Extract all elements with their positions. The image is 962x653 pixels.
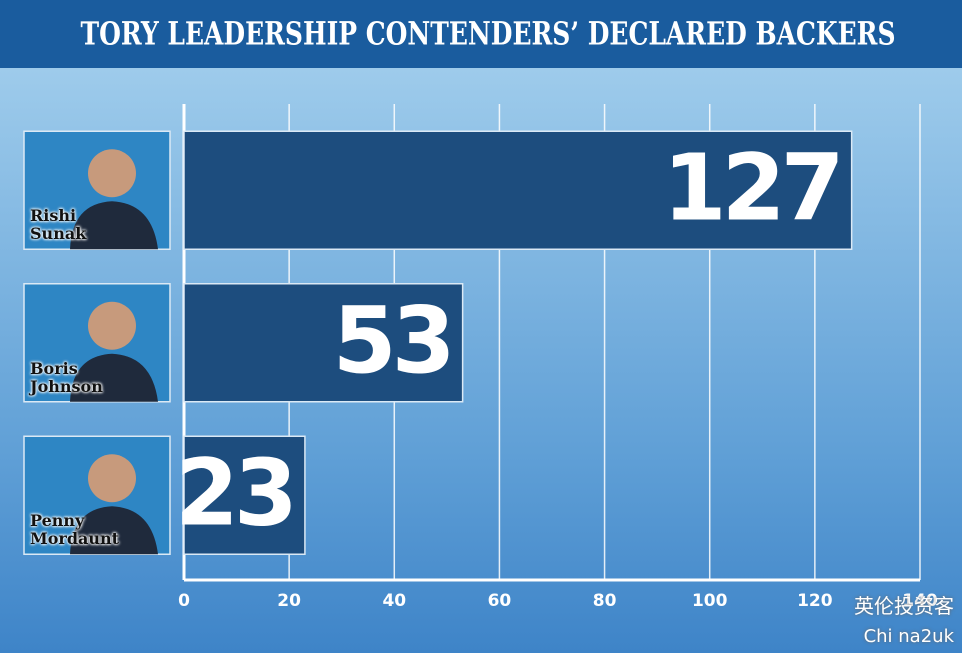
photo-body xyxy=(70,353,158,402)
photo-head xyxy=(88,454,136,503)
x-tick-label: 40 xyxy=(382,591,406,611)
watermark: Chi na2uk xyxy=(863,626,954,647)
bar xyxy=(183,435,306,555)
value-label: 53 xyxy=(333,287,451,394)
value-label: 23 xyxy=(175,440,293,547)
photo-body xyxy=(70,201,158,250)
x-tick-label: 140 xyxy=(902,591,938,611)
bar xyxy=(183,283,464,403)
x-tick-label: 0 xyxy=(178,591,190,611)
x-tick-label: 60 xyxy=(488,591,512,611)
title-band xyxy=(0,0,962,68)
x-tick-label: 80 xyxy=(593,591,617,611)
category-label: Boris Johnson xyxy=(30,358,103,396)
bar xyxy=(183,130,853,250)
photo-body xyxy=(70,506,158,555)
x-tick-label: 100 xyxy=(692,591,728,611)
watermark: 英伦投资客 xyxy=(854,594,954,618)
chart-title: TORY LEADERSHIP CONTENDERS’ DECLARED BAC… xyxy=(81,15,896,53)
photo-head xyxy=(88,301,136,350)
value-label: 127 xyxy=(663,135,840,242)
x-tick-label: 120 xyxy=(797,591,833,611)
category-label: Penny Mordaunt xyxy=(30,511,120,549)
x-tick-label: 20 xyxy=(277,591,301,611)
photo-head xyxy=(88,149,136,198)
category-label: Rishi Sunak xyxy=(30,206,87,244)
